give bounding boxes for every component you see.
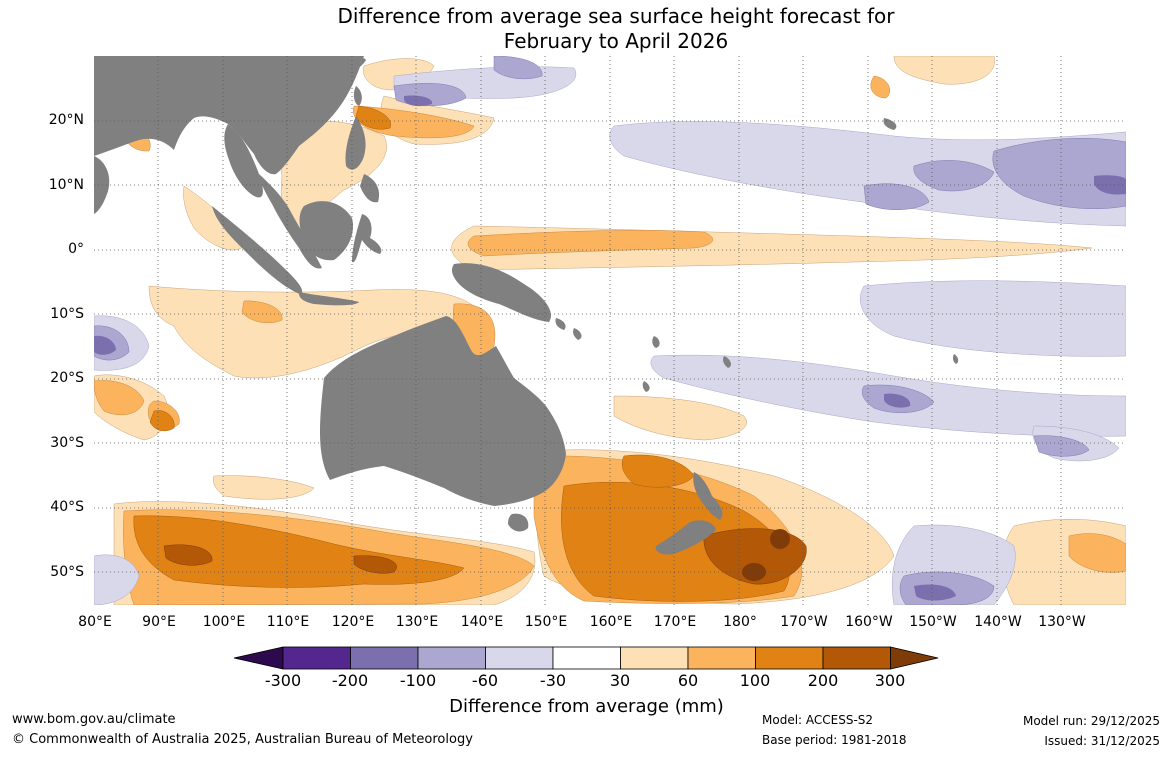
footer-website: www.bom.gov.au/climate bbox=[12, 712, 176, 727]
legend-tick-60: 60 bbox=[677, 671, 699, 690]
lat-label-0: 0° bbox=[68, 241, 84, 257]
legend-title: Difference from average (mm) bbox=[449, 696, 724, 717]
footer-copyright: © Commonwealth of Australia 2025, Austra… bbox=[12, 732, 473, 747]
lon-label-110e: 110°E bbox=[266, 614, 310, 630]
legend-tick-30: 30 bbox=[609, 671, 631, 690]
lat-label-40s: 40°S bbox=[50, 499, 84, 515]
legend-tick-minus-60: -60 bbox=[471, 671, 499, 690]
lat-label-10s: 10°S bbox=[50, 306, 84, 322]
color-legend bbox=[232, 644, 942, 674]
legend-tick-minus-200: -200 bbox=[331, 671, 369, 690]
lon-label-160w: 160°W bbox=[845, 614, 893, 630]
lat-label-50s: 50°S bbox=[50, 564, 84, 580]
footer-model-run: Model run: 29/12/2025 bbox=[1022, 714, 1160, 728]
legend-swatch-minus-300-200 bbox=[282, 646, 351, 670]
land bbox=[94, 56, 959, 555]
lon-label-170e: 170°E bbox=[653, 614, 697, 630]
legend-tick-minus-300: -300 bbox=[264, 671, 302, 690]
footer-model: Model: ACCESS-S2 bbox=[762, 713, 874, 727]
anomaly-above-300 bbox=[742, 529, 790, 581]
chart-title: Difference from average sea surface heig… bbox=[0, 4, 1173, 54]
lon-label-180: 180° bbox=[723, 614, 757, 630]
legend-tick-minus-30: -30 bbox=[539, 671, 567, 690]
title-line-1: Difference from average sea surface heig… bbox=[337, 4, 895, 28]
legend-swatch-minus-60-30 bbox=[485, 646, 554, 670]
lon-label-90e: 90°E bbox=[142, 614, 176, 630]
lon-label-120e: 120°E bbox=[331, 614, 375, 630]
lon-label-150e: 150°E bbox=[524, 614, 568, 630]
legend-swatch-200-300 bbox=[822, 646, 891, 670]
lon-label-140w: 140°W bbox=[974, 614, 1022, 630]
lon-label-130w: 130°W bbox=[1038, 614, 1086, 630]
lat-label-20s: 20°S bbox=[50, 370, 84, 386]
lon-label-80e: 80°E bbox=[78, 614, 112, 630]
legend-tick-200: 200 bbox=[807, 671, 839, 690]
lon-label-170w: 170°W bbox=[780, 614, 828, 630]
map-svg bbox=[94, 56, 1126, 605]
legend-swatch-minus-100-60 bbox=[417, 646, 486, 670]
lon-label-130e: 130°E bbox=[395, 614, 439, 630]
legend-tick-300: 300 bbox=[874, 671, 906, 690]
legend-swatch-below-minus-300 bbox=[233, 646, 284, 670]
map-area bbox=[94, 56, 1126, 605]
legend-swatch-minus-30-30 bbox=[552, 646, 621, 670]
legend-swatch-above-300 bbox=[890, 646, 939, 670]
lat-label-20n: 20°N bbox=[48, 112, 84, 128]
legend-swatch-minus-200-100 bbox=[350, 646, 419, 670]
lat-label-10n: 10°N bbox=[48, 177, 84, 193]
legend-swatch-100-200 bbox=[755, 646, 824, 670]
legend-bar bbox=[233, 646, 939, 670]
title-line-2: February to April 2026 bbox=[503, 29, 729, 53]
lon-label-150w: 150°W bbox=[909, 614, 957, 630]
legend-tick-minus-100: -100 bbox=[399, 671, 437, 690]
lat-label-30s: 30°S bbox=[50, 435, 84, 451]
legend-swatch-30-60 bbox=[620, 646, 689, 670]
anomaly-neg-100-200 bbox=[94, 95, 1126, 601]
graticule bbox=[94, 56, 1126, 605]
legend-tick-100: 100 bbox=[739, 671, 771, 690]
lon-label-140e: 140°E bbox=[460, 614, 504, 630]
lon-label-100e: 100°E bbox=[202, 614, 246, 630]
lon-label-160e: 160°E bbox=[589, 614, 633, 630]
footer-issued: Issued: 31/12/2025 bbox=[1044, 734, 1160, 748]
footer-base-period: Base period: 1981-2018 bbox=[762, 733, 907, 747]
legend-swatch-60-100 bbox=[687, 646, 756, 670]
